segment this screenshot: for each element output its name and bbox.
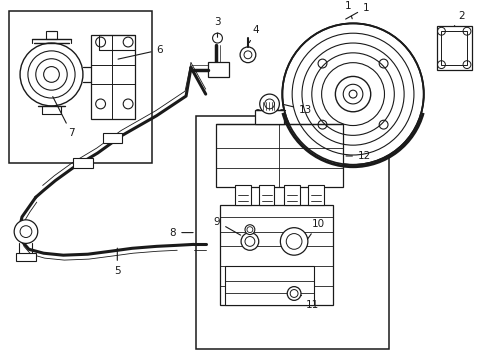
Text: 1: 1 — [345, 3, 369, 19]
Circle shape — [241, 233, 259, 250]
Text: 12: 12 — [346, 151, 371, 161]
Bar — [259, 185, 274, 205]
Bar — [91, 35, 135, 119]
Bar — [196, 116, 390, 350]
Text: 13: 13 — [284, 104, 312, 115]
Bar — [308, 185, 323, 205]
Circle shape — [20, 43, 83, 106]
Text: 7: 7 — [53, 96, 75, 138]
Text: 5: 5 — [114, 248, 121, 276]
Circle shape — [240, 47, 256, 63]
Text: 2: 2 — [454, 10, 465, 26]
Text: 4: 4 — [249, 25, 260, 42]
Bar — [235, 185, 251, 205]
Bar — [225, 266, 314, 305]
Circle shape — [280, 228, 308, 255]
Bar — [255, 110, 284, 123]
Circle shape — [14, 220, 38, 243]
Text: 1: 1 — [345, 1, 352, 19]
Circle shape — [282, 23, 424, 165]
Bar — [208, 62, 229, 77]
Bar — [73, 158, 93, 168]
Bar — [284, 185, 300, 205]
Bar — [216, 123, 343, 188]
Text: 9: 9 — [214, 217, 241, 235]
Circle shape — [287, 287, 301, 300]
Text: 6: 6 — [118, 45, 163, 59]
Circle shape — [260, 94, 279, 114]
Circle shape — [245, 225, 255, 235]
Bar — [441, 31, 467, 65]
Bar — [9, 10, 152, 163]
Text: 8: 8 — [170, 228, 193, 238]
Text: 10: 10 — [308, 219, 325, 239]
Text: 11: 11 — [301, 295, 319, 310]
Bar — [102, 134, 122, 143]
Bar — [46, 31, 57, 39]
Bar — [437, 26, 472, 69]
Bar — [220, 205, 333, 305]
Bar — [16, 253, 36, 261]
Text: 3: 3 — [214, 17, 221, 37]
